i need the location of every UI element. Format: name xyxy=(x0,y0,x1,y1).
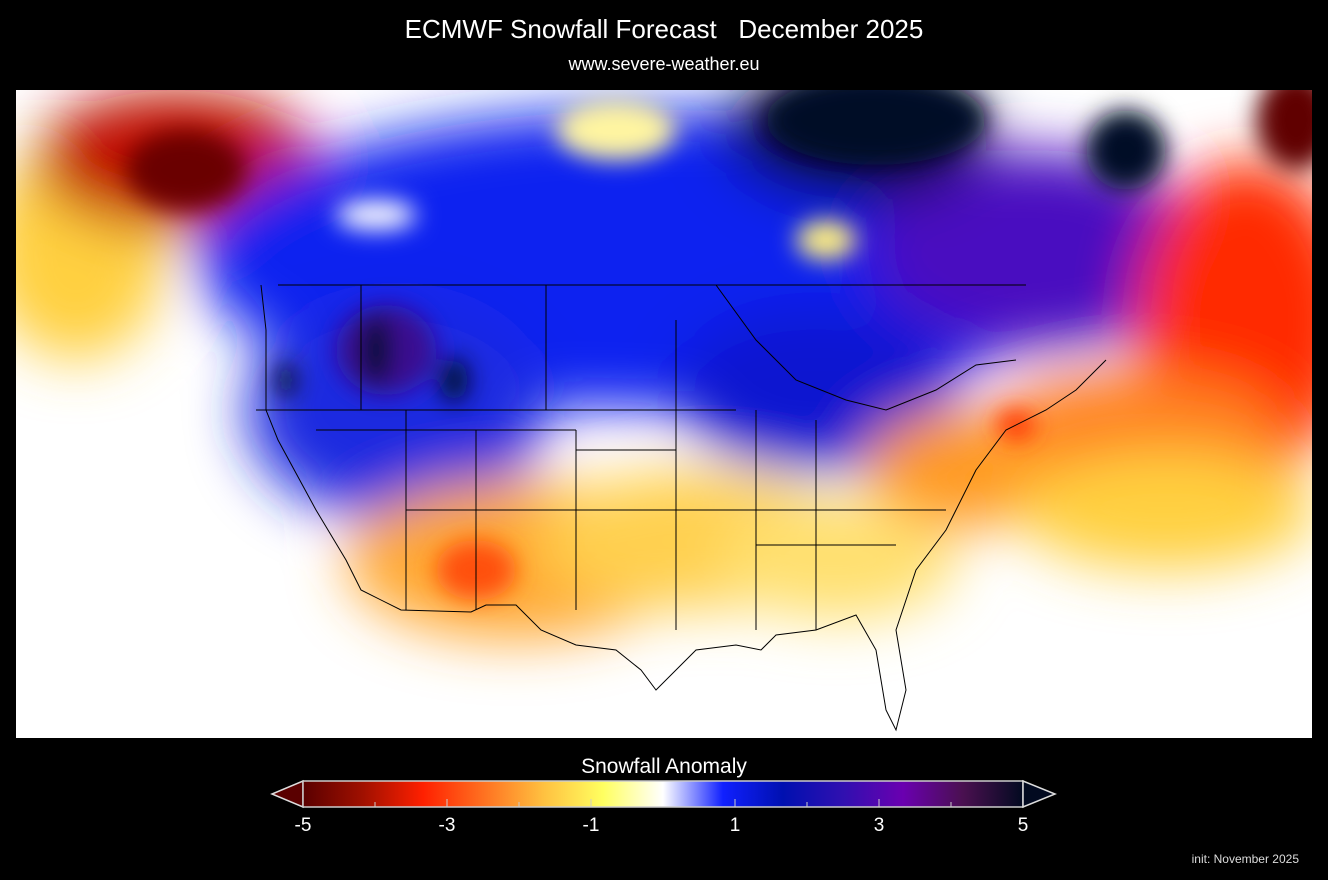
anomaly-atlantic-yellow xyxy=(1016,450,1312,570)
anomaly-wyoming-dark xyxy=(440,358,468,402)
colorbar-gradient xyxy=(302,780,1024,808)
anomaly-baffin-dark xyxy=(1086,110,1166,190)
colorbar-tick-label: -1 xyxy=(582,815,600,836)
init-date: init: November 2025 xyxy=(1191,852,1299,866)
colorbar-tick-label: 3 xyxy=(873,815,885,836)
snowfall-anomaly-map xyxy=(16,90,1312,738)
colorbar-max-arrow xyxy=(1022,779,1057,809)
anomaly-ontario-yellow xyxy=(796,220,856,260)
chart-title: ECMWF Snowfall Forecast December 2025 xyxy=(404,14,924,44)
colorbar-tick-label: 1 xyxy=(729,815,741,836)
colorbar-tick-label: -5 xyxy=(294,815,312,836)
colorbar xyxy=(270,779,1057,809)
anomaly-bc-white xyxy=(336,200,416,230)
anomaly-alaska-darkred xyxy=(126,130,246,210)
website-credit: www.severe-weather.eu xyxy=(568,54,760,74)
anomaly-idaho-dark xyxy=(361,315,391,385)
anomaly-great-lakes-blue xyxy=(676,310,956,470)
anomaly-labrador-darkred xyxy=(1256,90,1312,170)
anomaly-arctic-yellow xyxy=(556,100,676,160)
colorbar-tick-label: 5 xyxy=(1017,815,1029,836)
anomaly-northeast-us-orange xyxy=(866,410,1046,530)
colorbar-tick-label: -3 xyxy=(438,815,456,836)
colorbar-min-arrow xyxy=(270,779,304,809)
anomaly-oregon-dark xyxy=(276,362,296,398)
anomaly-quebec-purple xyxy=(866,150,1206,350)
anomaly-hudson-bay-core xyxy=(766,90,986,165)
map-field xyxy=(16,90,1312,738)
legend-title: Snowfall Anomaly xyxy=(581,755,747,778)
anomaly-southeast-yellow xyxy=(716,500,956,620)
coastline-borders xyxy=(256,284,1107,732)
